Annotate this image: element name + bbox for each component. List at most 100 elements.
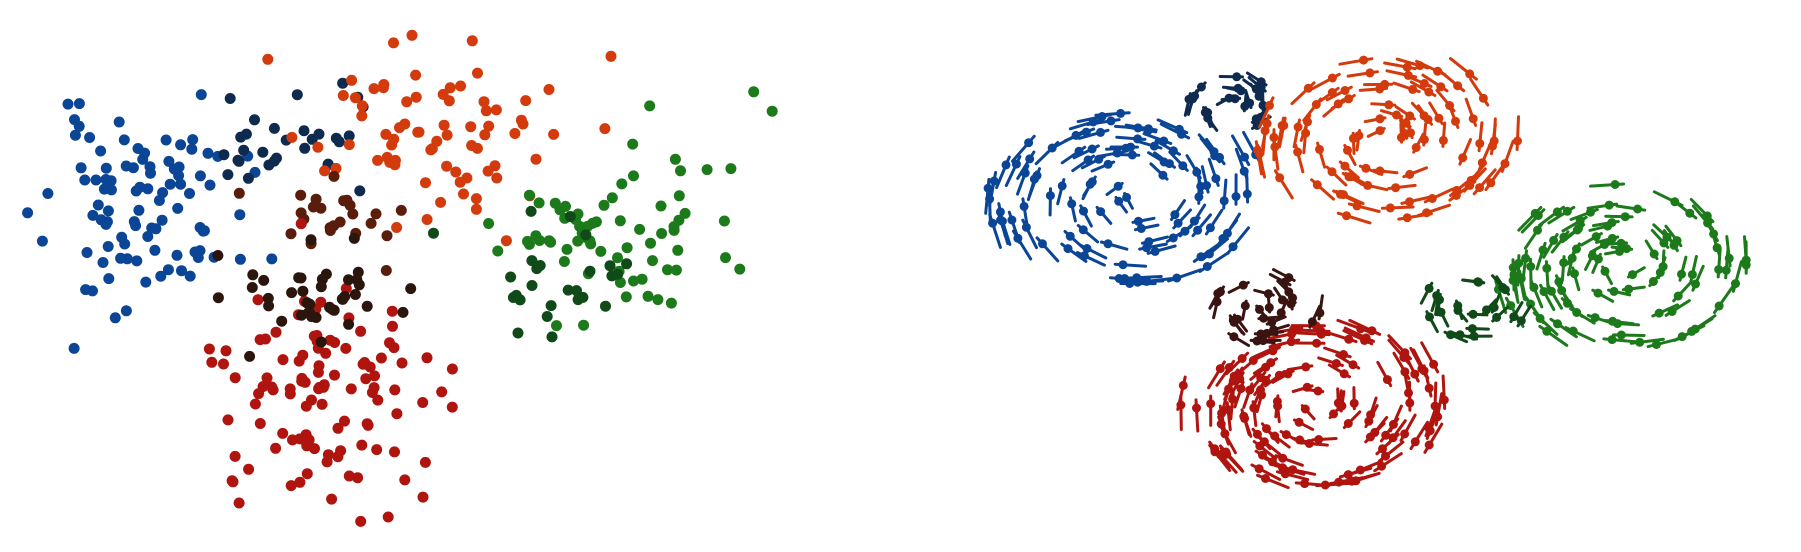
data-point <box>472 67 483 79</box>
data-point <box>480 105 492 117</box>
data-point <box>368 83 380 95</box>
data-point <box>365 217 377 229</box>
data-point <box>1343 470 1353 480</box>
data-point <box>343 470 355 482</box>
data-point <box>1378 444 1387 454</box>
data-point <box>97 257 109 268</box>
data-point <box>1552 207 1562 217</box>
data-point <box>1670 197 1680 207</box>
data-point <box>224 93 236 104</box>
data-point <box>140 276 152 288</box>
data-point <box>1458 153 1468 163</box>
data-point <box>218 149 230 161</box>
data-point <box>361 300 373 312</box>
data-point <box>249 398 261 410</box>
data-point <box>1202 262 1212 271</box>
data-point <box>1465 69 1475 79</box>
data-point <box>1419 135 1429 145</box>
data-point <box>381 230 393 242</box>
data-point <box>1252 429 1262 439</box>
data-point <box>479 129 491 141</box>
data-point <box>244 350 256 362</box>
data-point <box>478 96 490 108</box>
data-point <box>1405 169 1415 179</box>
data-point <box>187 134 199 146</box>
swirl-cluster-1 <box>1183 71 1272 132</box>
data-point <box>371 444 383 456</box>
data-point <box>996 215 1006 225</box>
data-point <box>1206 399 1216 409</box>
data-point <box>441 129 453 141</box>
data-point <box>298 125 310 137</box>
data-point <box>1063 244 1073 254</box>
data-point <box>163 155 175 167</box>
data-point <box>1367 326 1377 336</box>
data-point <box>509 128 521 139</box>
data-point <box>441 160 453 172</box>
data-point <box>718 215 730 227</box>
data-point <box>417 491 429 503</box>
data-point <box>1365 68 1375 78</box>
data-point <box>254 418 266 429</box>
data-point <box>1399 353 1409 362</box>
data-point <box>1103 239 1113 249</box>
data-point <box>81 247 93 258</box>
data-point <box>1553 319 1562 329</box>
data-point <box>1569 269 1579 279</box>
data-point <box>525 205 537 217</box>
data-point <box>466 35 478 47</box>
data-point <box>1351 476 1361 486</box>
data-point <box>533 197 545 209</box>
data-point <box>1486 178 1496 188</box>
data-point <box>1172 273 1182 283</box>
data-point <box>606 192 618 204</box>
data-point <box>1526 299 1535 309</box>
data-point <box>614 215 626 227</box>
data-point <box>155 270 167 282</box>
data-point <box>541 311 553 322</box>
data-point <box>1078 225 1088 235</box>
data-point <box>1315 144 1324 154</box>
data-point <box>1343 419 1353 428</box>
data-point <box>254 334 266 346</box>
data-point <box>120 305 132 317</box>
data-point <box>1248 356 1258 365</box>
data-point <box>420 177 431 189</box>
data-point <box>1405 197 1414 207</box>
swirl-cluster-3 <box>1493 180 1751 349</box>
data-point <box>1270 142 1280 152</box>
data-point <box>1340 86 1350 95</box>
data-point <box>670 264 682 276</box>
data-point <box>233 187 245 199</box>
data-point <box>142 183 154 195</box>
data-point <box>1335 400 1345 410</box>
data-point <box>1274 370 1284 380</box>
data-point <box>1709 229 1719 239</box>
data-point <box>261 372 273 384</box>
data-point <box>530 153 542 165</box>
data-point <box>522 235 533 247</box>
data-point <box>22 207 34 219</box>
data-point <box>1607 233 1617 243</box>
data-point <box>220 345 232 357</box>
data-point <box>455 80 467 92</box>
data-point <box>1024 138 1034 148</box>
data-point <box>382 511 394 523</box>
data-point <box>347 208 359 220</box>
data-point <box>665 297 677 309</box>
cluster-2 <box>262 29 617 247</box>
data-point <box>206 356 218 368</box>
data-point <box>1240 152 1249 162</box>
cluster-3 <box>233 170 407 276</box>
data-point <box>326 493 338 505</box>
data-point <box>1652 340 1661 349</box>
data-point <box>1405 111 1415 121</box>
data-point <box>1202 181 1212 190</box>
data-point <box>1672 236 1682 246</box>
data-point <box>1400 429 1410 439</box>
data-point <box>1277 121 1287 130</box>
data-point <box>101 216 113 228</box>
data-point <box>291 89 303 101</box>
data-point <box>184 188 195 199</box>
data-point <box>421 352 433 364</box>
